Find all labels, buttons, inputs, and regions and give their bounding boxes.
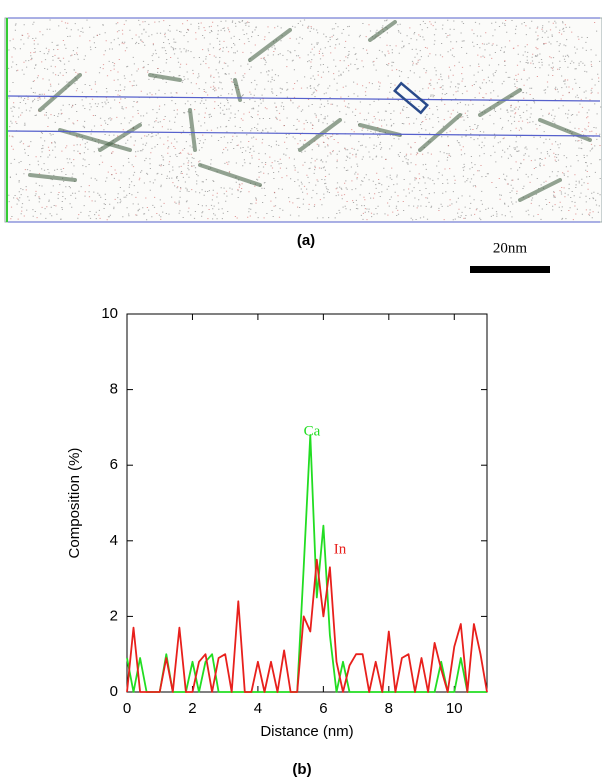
precipitate — [98, 123, 142, 152]
precipitate — [58, 128, 132, 152]
precipitate — [248, 28, 292, 62]
precipitate — [198, 163, 262, 187]
scale-bar-label: 20nm — [493, 240, 528, 256]
precipitate — [38, 73, 82, 112]
y-tick-label: 0 — [110, 683, 118, 700]
precipitate — [358, 123, 402, 137]
x-tick-label: 4 — [254, 700, 262, 717]
series-line — [126, 558, 488, 693]
precipitate — [188, 108, 197, 152]
atom-map — [4, 17, 602, 223]
precipitate — [478, 88, 522, 117]
precipitate — [298, 118, 342, 152]
y-tick-label: 10 — [101, 305, 118, 322]
y-tick-label: 8 — [110, 381, 118, 398]
panel-label: (b) — [292, 761, 311, 778]
precipitate — [28, 173, 77, 182]
precipitate — [233, 78, 242, 102]
y-tick-label: 2 — [110, 607, 118, 624]
panel-label: (a) — [297, 232, 315, 249]
y-tick-label: 4 — [110, 532, 118, 549]
y-tick-label: 6 — [110, 456, 118, 473]
atom-map-frame — [4, 17, 602, 223]
y-axis-label: Composition (%) — [66, 448, 83, 559]
precipitate — [518, 178, 562, 202]
x-tick-label: 0 — [123, 700, 131, 717]
x-tick-label: 2 — [188, 700, 196, 717]
plot-frame — [126, 313, 488, 693]
scale-bar — [470, 266, 550, 273]
precipitate — [418, 113, 462, 152]
selection-box — [393, 81, 429, 115]
boundary-line — [7, 130, 601, 137]
precipitate — [368, 20, 397, 42]
x-tick-label: 8 — [385, 700, 393, 717]
series-label: Ca — [304, 423, 321, 439]
boundary-line — [7, 95, 601, 102]
precipitate — [538, 118, 592, 142]
precipitate — [148, 73, 182, 82]
x-tick-label: 10 — [446, 700, 463, 717]
series-label: In — [334, 541, 347, 557]
x-tick-label: 6 — [319, 700, 327, 717]
x-axis-label: Distance (nm) — [260, 723, 353, 740]
series-line — [126, 434, 487, 693]
